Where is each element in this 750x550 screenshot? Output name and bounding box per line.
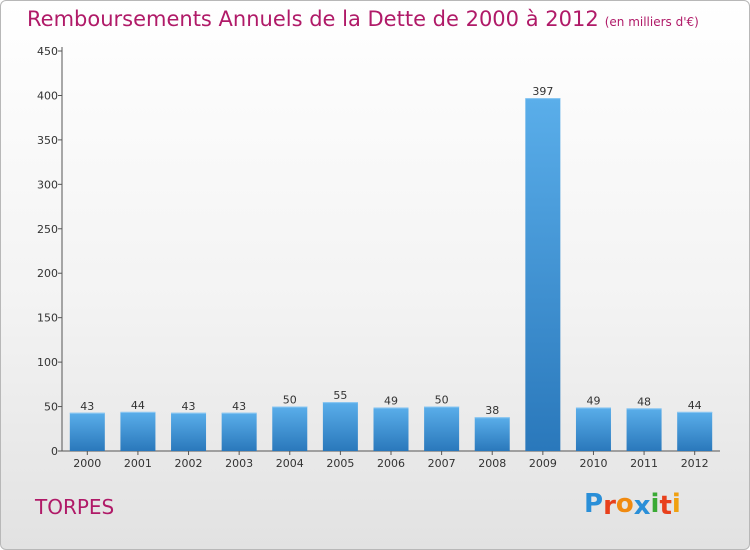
y-tick-label: 0 [51, 445, 58, 458]
logo-letter: P [584, 489, 604, 519]
value-label: 49 [586, 394, 600, 407]
x-tick-label: 2012 [681, 457, 709, 470]
value-label: 43 [232, 400, 246, 413]
value-label: 44 [131, 399, 145, 412]
value-label: 48 [637, 395, 651, 408]
x-tick-label: 2009 [529, 457, 557, 470]
x-tick-label: 2004 [276, 457, 304, 470]
chart-title-text: Remboursements Annuels de la Dette de 20… [27, 7, 599, 31]
bar-2001 [120, 411, 156, 451]
bar-2009 [525, 98, 561, 451]
bar-2011 [626, 408, 662, 451]
logo-letter: i [671, 489, 681, 519]
bar-2012 [677, 411, 713, 451]
y-tick-label: 400 [37, 89, 58, 102]
value-label: 44 [688, 399, 702, 412]
y-tick-label: 300 [37, 178, 58, 191]
value-label: 55 [333, 389, 347, 402]
y-tick-label: 450 [37, 45, 58, 58]
x-tick-label: 2001 [124, 457, 152, 470]
bar-2000 [69, 412, 105, 451]
bar-group [69, 98, 713, 451]
y-tick-label: 50 [44, 401, 58, 414]
y-tick-label: 150 [37, 312, 58, 325]
chart-title: Remboursements Annuels de la Dette de 20… [27, 7, 699, 31]
x-tick-label: 2000 [73, 457, 101, 470]
bar-2007 [424, 406, 460, 451]
value-label: 397 [532, 85, 553, 98]
logo-letter: r [603, 491, 616, 521]
town-name: TORPES [35, 495, 115, 519]
value-label-group: 43 44 43 43 50 55 49 50 38 397 49 48 44 [80, 85, 701, 417]
y-tick-label: 200 [37, 267, 58, 280]
value-label: 49 [384, 394, 398, 407]
chart-subtitle: (en milliers d'€) [604, 15, 699, 29]
bar-2008 [474, 417, 510, 451]
logo-letter: x [633, 491, 651, 521]
x-tick-label: 2010 [579, 457, 607, 470]
y-tick-label: 350 [37, 134, 58, 147]
chart-axes: 0 50 100 150 200 250 300 350 400 450 2000 2001 2002 2… [37, 45, 720, 470]
y-tick-label: 100 [37, 356, 58, 369]
value-label: 50 [435, 394, 449, 407]
logo-letter: i [650, 489, 660, 519]
x-tick-label: 2002 [175, 457, 203, 470]
bar-2005 [322, 402, 358, 451]
bar-2004 [272, 406, 308, 451]
bar-2010 [575, 407, 611, 451]
bar-2003 [221, 412, 257, 451]
x-tick-label: 2011 [630, 457, 658, 470]
value-label: 43 [80, 400, 94, 413]
proxiti-logo: Proxiti [584, 489, 681, 521]
x-tick-label: 2007 [428, 457, 456, 470]
bar-2002 [171, 412, 207, 451]
x-tick-label: 2006 [377, 457, 405, 470]
value-label: 43 [182, 400, 196, 413]
logo-letter: t [659, 491, 672, 521]
x-tick-label: 2008 [478, 457, 506, 470]
logo-letter: o [615, 489, 634, 519]
bar-2006 [373, 407, 409, 451]
x-tick-label: 2005 [326, 457, 354, 470]
x-tick-label: 2003 [225, 457, 253, 470]
y-tick-label: 250 [37, 223, 58, 236]
value-label: 50 [283, 394, 297, 407]
value-label: 38 [485, 404, 499, 417]
